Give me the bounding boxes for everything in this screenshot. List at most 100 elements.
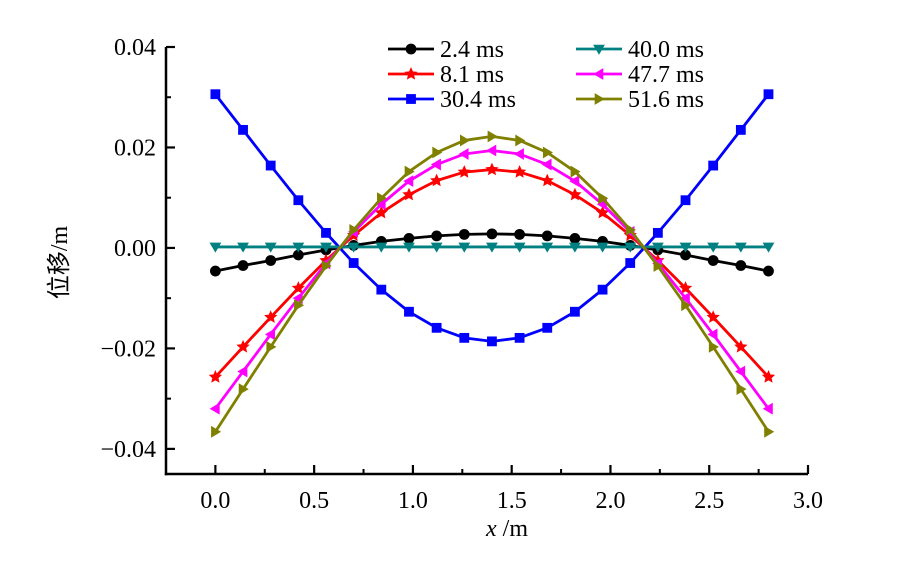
data-point bbox=[679, 292, 690, 305]
legend-label: 2.4 ms bbox=[440, 37, 504, 63]
data-point bbox=[625, 223, 636, 236]
data-point bbox=[238, 124, 248, 135]
data-point bbox=[265, 160, 276, 171]
data-point bbox=[375, 242, 388, 253]
data-point bbox=[403, 232, 415, 244]
data-point bbox=[595, 205, 610, 219]
data-point bbox=[459, 332, 470, 343]
x-tick-label: 0.5 bbox=[299, 488, 329, 514]
data-point bbox=[763, 89, 774, 100]
data-point bbox=[735, 260, 747, 271]
x-axis-title-variable: x bbox=[485, 516, 497, 542]
data-point bbox=[596, 242, 609, 253]
series-40_0-ms bbox=[209, 242, 775, 253]
data-point bbox=[513, 242, 526, 253]
data-point bbox=[266, 341, 277, 353]
data-point bbox=[294, 299, 305, 312]
legend-marker-icon bbox=[593, 68, 604, 80]
data-point bbox=[762, 242, 775, 253]
legend-marker-icon bbox=[405, 43, 417, 55]
data-point bbox=[513, 148, 524, 160]
data-point bbox=[377, 192, 388, 205]
data-point bbox=[402, 187, 416, 201]
data-point bbox=[321, 260, 332, 272]
legend-marker-icon bbox=[404, 67, 418, 80]
data-point bbox=[542, 146, 553, 159]
data-point bbox=[569, 175, 580, 188]
data-point bbox=[349, 223, 360, 236]
x-tick-label: 3.0 bbox=[793, 488, 823, 514]
data-point bbox=[514, 228, 525, 240]
x-tick-label: 2.5 bbox=[694, 488, 724, 514]
data-point bbox=[570, 165, 581, 178]
data-point bbox=[681, 299, 692, 312]
y-tick-label: −0.02 bbox=[100, 336, 156, 362]
data-point bbox=[376, 284, 387, 295]
data-point bbox=[458, 148, 469, 160]
legend-label: 47.7 ms bbox=[628, 62, 704, 88]
data-point bbox=[237, 242, 249, 253]
data-point bbox=[706, 310, 720, 323]
data-point bbox=[624, 242, 637, 253]
data-point bbox=[321, 227, 331, 238]
data-point bbox=[653, 260, 664, 272]
y-ticks: −0.04 −0.02 0.00 0.02 0.04 bbox=[100, 35, 175, 463]
x-tick-label: 1.0 bbox=[398, 488, 428, 514]
x-axis-title: x /m bbox=[485, 516, 528, 542]
y-tick-label: −0.04 bbox=[100, 437, 156, 463]
data-point bbox=[404, 165, 415, 178]
data-point bbox=[348, 258, 359, 268]
legend-label: 40.0 ms bbox=[628, 37, 704, 63]
data-point bbox=[431, 322, 442, 333]
data-point bbox=[293, 195, 304, 206]
series-2_4-ms bbox=[209, 228, 774, 277]
legend-marker-icon bbox=[406, 94, 416, 104]
data-point bbox=[211, 425, 222, 438]
y-axis-title: 位移/m bbox=[46, 226, 73, 300]
data-point bbox=[625, 258, 636, 268]
data-point bbox=[237, 365, 248, 378]
data-point bbox=[404, 306, 414, 317]
data-point bbox=[210, 89, 221, 100]
data-point bbox=[292, 242, 305, 253]
data-point bbox=[570, 306, 580, 317]
data-point bbox=[209, 242, 222, 253]
data-point bbox=[678, 281, 693, 294]
data-point bbox=[541, 230, 553, 242]
x-axis-title-unit: /m bbox=[497, 516, 529, 542]
data-point bbox=[680, 195, 691, 206]
data-point bbox=[430, 242, 443, 253]
series-30_4-ms bbox=[210, 89, 774, 347]
series-51_6-ms bbox=[211, 130, 775, 438]
data-point bbox=[432, 146, 443, 159]
data-point bbox=[264, 328, 275, 341]
data-point bbox=[764, 425, 775, 438]
data-point bbox=[209, 265, 221, 277]
data-point bbox=[320, 242, 332, 253]
data-point bbox=[347, 242, 360, 253]
data-point bbox=[238, 383, 249, 396]
data-point bbox=[457, 165, 471, 178]
y-tick-label: 0.00 bbox=[114, 236, 156, 262]
data-point bbox=[209, 402, 220, 415]
x-ticks: 0.0 0.5 1.0 1.5 2.0 2.5 3.0 bbox=[200, 465, 823, 514]
data-point bbox=[651, 242, 664, 253]
legend-label: 8.1 ms bbox=[440, 62, 504, 88]
data-point bbox=[679, 242, 692, 253]
data-point bbox=[264, 242, 277, 253]
data-point bbox=[735, 365, 746, 378]
data-point bbox=[541, 158, 552, 171]
x-tick-label: 0.0 bbox=[200, 488, 230, 514]
data-point bbox=[265, 255, 277, 266]
data-point bbox=[707, 255, 719, 266]
x-tick-label: 1.5 bbox=[497, 488, 527, 514]
data-point bbox=[486, 144, 497, 157]
data-point bbox=[569, 232, 581, 244]
data-point bbox=[568, 187, 582, 201]
data-point bbox=[237, 260, 249, 271]
legend-item: 40.0 ms bbox=[576, 37, 704, 63]
legend-item: 47.7 ms bbox=[576, 62, 704, 88]
data-point bbox=[403, 175, 414, 188]
